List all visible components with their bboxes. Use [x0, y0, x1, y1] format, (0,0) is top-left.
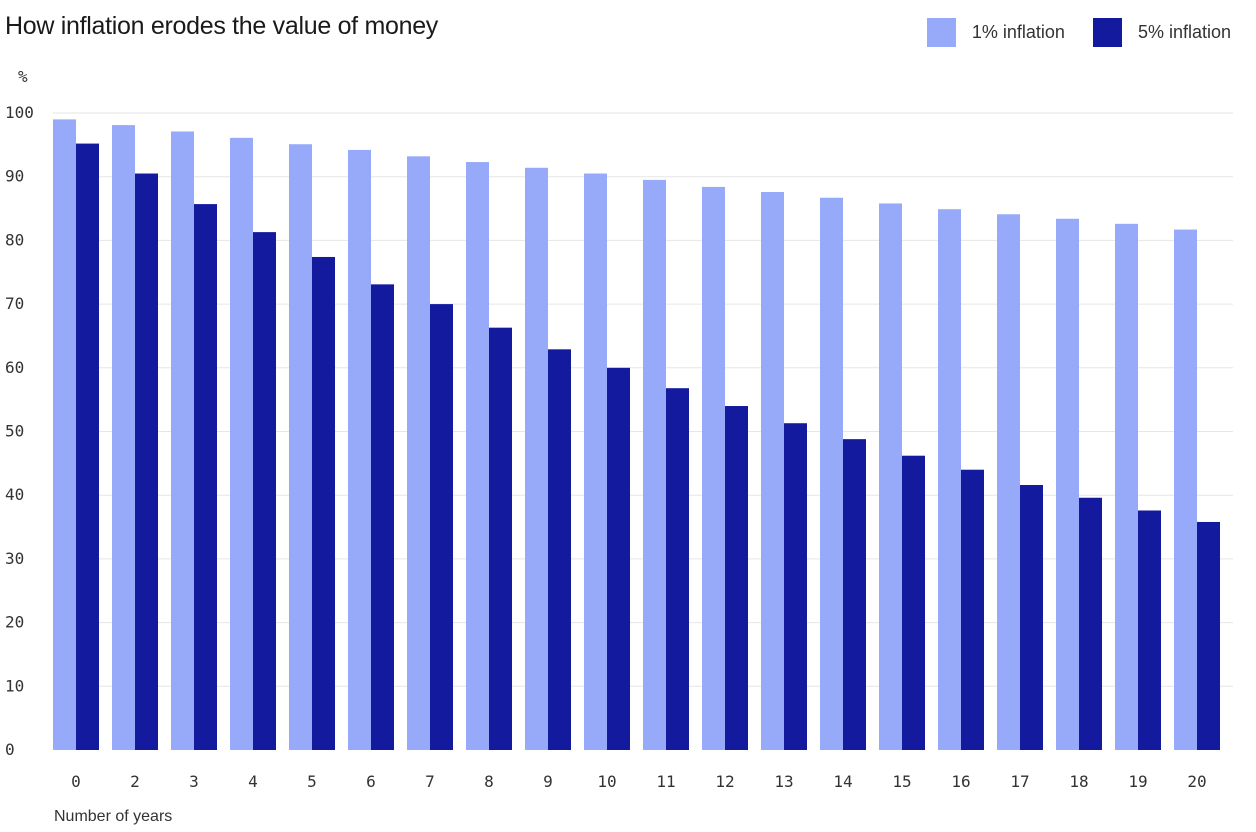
bar-1pct	[702, 186, 725, 751]
bar-5pct	[902, 455, 925, 750]
y-tick-label: 50	[5, 422, 24, 441]
bar-1pct	[761, 191, 784, 750]
bar-5pct	[371, 284, 394, 750]
bar-5pct	[1079, 497, 1102, 750]
bar-1pct	[643, 179, 666, 750]
x-tick-label: 10	[597, 772, 616, 791]
bar-1pct	[407, 156, 430, 751]
x-tick-label: 13	[774, 772, 793, 791]
bar-1pct	[230, 137, 253, 750]
x-tick-label: 15	[892, 772, 911, 791]
x-tick-label: 7	[425, 772, 435, 791]
bar-1pct	[289, 144, 312, 750]
legend-item-5pct: 5% inflation	[1092, 18, 1231, 47]
x-tick-label: 8	[484, 772, 494, 791]
y-tick-label: 10	[5, 676, 24, 695]
legend: 1% inflation 5% inflation	[899, 18, 1231, 47]
legend-item-1pct: 1% inflation	[926, 18, 1065, 47]
x-tick-label: 6	[366, 772, 376, 791]
bar-5pct	[1020, 485, 1043, 750]
x-tick-label: 16	[951, 772, 970, 791]
bar-5pct	[548, 349, 571, 750]
bar-1pct	[584, 173, 607, 750]
x-tick-label: 0	[71, 772, 81, 791]
bar-1pct	[1115, 223, 1138, 750]
legend-label: 1% inflation	[971, 22, 1065, 42]
bar-5pct	[1138, 510, 1161, 750]
bar-5pct	[76, 143, 99, 751]
y-tick-label: 20	[5, 613, 24, 632]
bar-5pct	[784, 423, 807, 750]
x-tick-label: 3	[189, 772, 199, 791]
x-tick-label: 12	[715, 772, 734, 791]
x-tick-label: 11	[656, 772, 675, 791]
bar-1pct	[820, 197, 843, 750]
x-tick-label: 14	[833, 772, 852, 791]
y-tick-label: 90	[5, 167, 24, 186]
bar-5pct	[312, 256, 335, 750]
x-tick-label: 9	[543, 772, 553, 791]
x-tick-label: 17	[1010, 772, 1029, 791]
bar-1pct	[53, 119, 76, 751]
bar-5pct	[843, 439, 866, 750]
y-tick-label: 100	[5, 103, 34, 122]
bar-1pct	[466, 162, 489, 750]
bar-1pct	[112, 125, 135, 750]
y-tick-label: 60	[5, 358, 24, 377]
bar-5pct	[194, 204, 217, 750]
bar-5pct	[666, 388, 689, 750]
y-tick-label: 80	[5, 230, 24, 249]
x-tick-label: 5	[307, 772, 317, 791]
bar-1pct	[1174, 229, 1197, 751]
x-tick-label: 19	[1128, 772, 1147, 791]
bar-5pct	[725, 406, 748, 750]
bar-1pct	[525, 167, 548, 751]
bar-5pct	[607, 367, 630, 750]
bar-1pct	[348, 149, 371, 751]
x-axis-label: Number of years	[54, 808, 173, 825]
bar-5pct	[430, 304, 453, 750]
legend-swatch	[1092, 18, 1122, 47]
bar-1pct	[879, 203, 902, 751]
chart-title: How inflation erodes the value of money	[5, 12, 439, 40]
legend-swatch	[926, 18, 956, 47]
x-tick-label: 20	[1187, 772, 1206, 791]
bar-5pct	[253, 232, 276, 750]
bar-5pct	[135, 173, 158, 750]
y-tick-label: 0	[5, 740, 15, 759]
bar-1pct	[1056, 218, 1079, 750]
bar-1pct	[997, 214, 1020, 750]
y-tick-label: 40	[5, 485, 24, 504]
legend-label: 5% inflation	[1137, 22, 1231, 42]
bar-5pct	[1197, 521, 1220, 750]
y-tick-label: 70	[5, 294, 24, 313]
bar-5pct	[489, 327, 512, 750]
bar-1pct	[938, 209, 961, 750]
bar-1pct	[171, 131, 194, 750]
bar-5pct	[961, 469, 984, 750]
y-tick-label: 30	[5, 549, 24, 568]
y-axis-label: %	[18, 67, 28, 86]
x-tick-label: 2	[130, 772, 140, 791]
x-tick-label: 18	[1069, 772, 1088, 791]
x-tick-label: 4	[248, 772, 258, 791]
